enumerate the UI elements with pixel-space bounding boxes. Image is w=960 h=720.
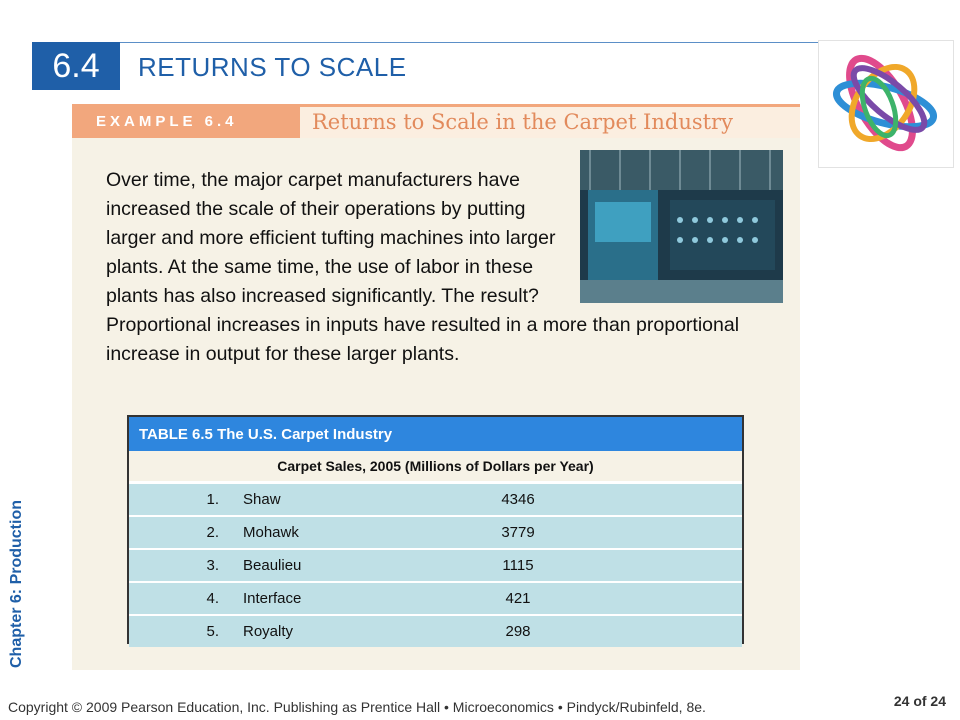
row-sales: 298 [505, 623, 531, 640]
table-row: 2. Mohawk 3779 [129, 515, 742, 548]
table-row: 4. Interface 421 [129, 581, 742, 614]
row-company: Shaw [243, 491, 281, 508]
table-row: 5. Royalty 298 [129, 614, 742, 647]
row-rank: 1. [206, 491, 219, 508]
table-subtitle: Carpet Sales, 2005 (Millions of Dollars … [129, 451, 742, 482]
row-rank: 5. [206, 623, 219, 640]
row-company: Interface [243, 590, 302, 607]
row-sales: 1115 [502, 557, 534, 574]
example-paragraph: Over time, the major carpet manufacturer… [106, 169, 740, 365]
row-company: Royalty [243, 623, 294, 640]
example-tag: EXAMPLE 6.4 [72, 104, 300, 138]
interlocking-rings-logo-icon [818, 40, 954, 168]
table-row: 3. Beaulieu 1115 [129, 548, 742, 581]
footer-copyright: Copyright © 2009 Pearson Education, Inc.… [8, 699, 706, 715]
table-title: TABLE 6.5 The U.S. Carpet Industry [129, 417, 742, 451]
row-sales: 4346 [501, 491, 535, 508]
page-number: 24 of 24 [893, 693, 946, 709]
header-rule [120, 42, 820, 43]
row-rank: 3. [206, 557, 219, 574]
example-body: Over time, the major carpet manufacturer… [106, 166, 776, 369]
section-number-box: 6.4 [32, 42, 120, 90]
photo-spacer [566, 166, 776, 306]
row-sales: 3779 [501, 524, 535, 541]
table-row: 1. Shaw 4346 [129, 482, 742, 515]
section-number: 6.4 [52, 46, 100, 85]
chapter-side-label: Chapter 6: Production [8, 499, 25, 668]
row-company: Mohawk [243, 524, 299, 541]
carpet-industry-table: TABLE 6.5 The U.S. Carpet Industry Carpe… [127, 415, 744, 647]
row-company: Beaulieu [243, 557, 302, 574]
row-rank: 2. [206, 524, 219, 541]
section-title: RETURNS TO SCALE [138, 52, 407, 82]
carpet-factory-photo [580, 150, 783, 303]
example-title: Returns to Scale in the Carpet Industry [312, 110, 733, 134]
row-rank: 4. [206, 590, 219, 607]
row-sales: 421 [505, 590, 531, 607]
example-rule [300, 104, 800, 107]
